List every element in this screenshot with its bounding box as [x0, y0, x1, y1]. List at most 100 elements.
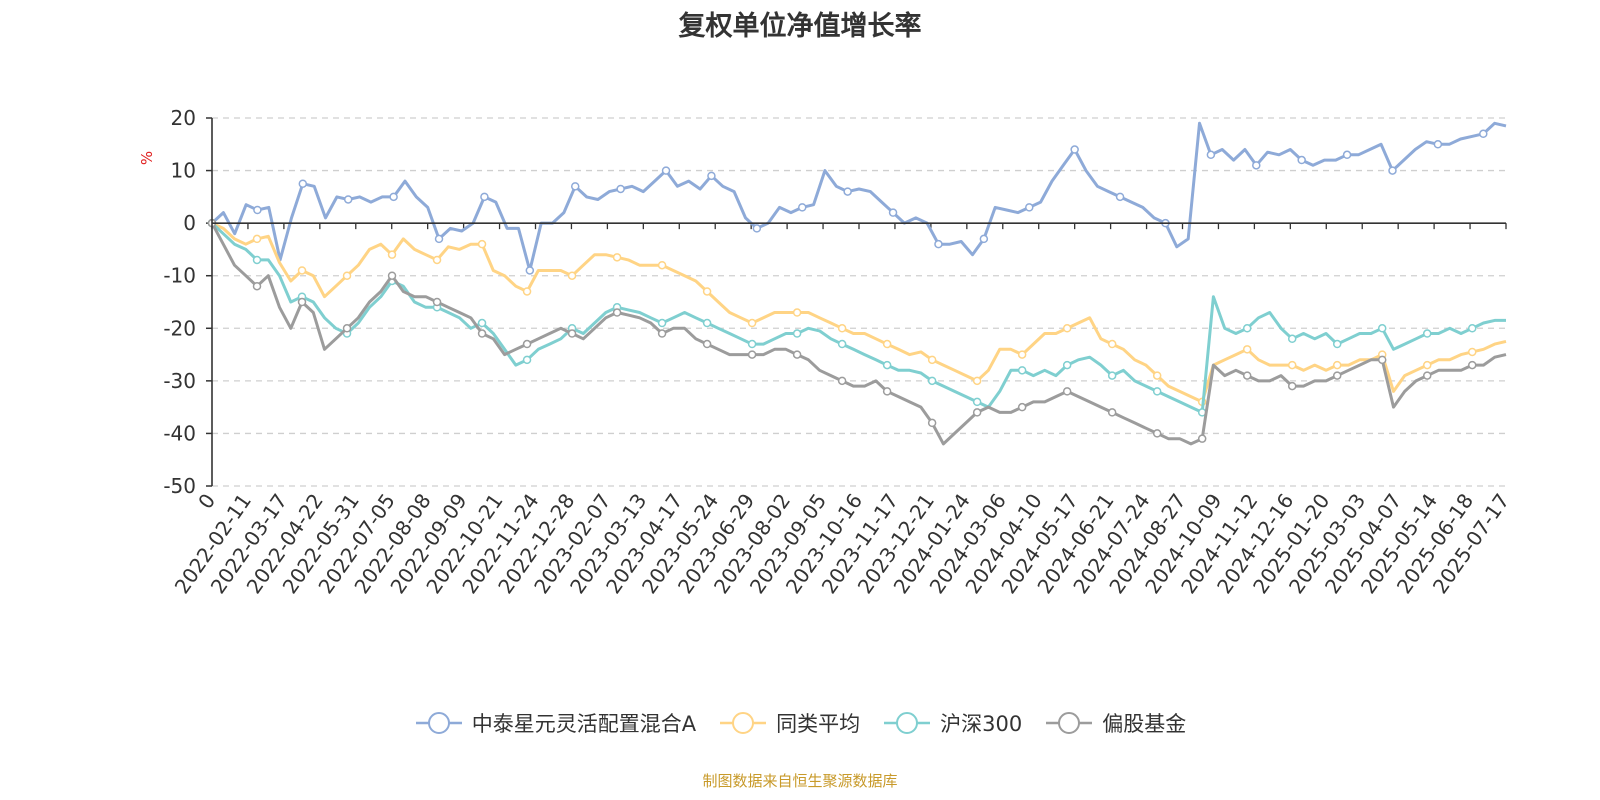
y-tick-label: 0: [183, 211, 196, 235]
legend-marker-icon: [720, 712, 767, 734]
data-point: [972, 408, 982, 417]
data-point: [792, 308, 802, 317]
chart-title: 复权单位净值增长率: [678, 11, 922, 42]
data-point: [567, 329, 577, 338]
data-point: [522, 355, 532, 365]
data-point: [434, 234, 444, 244]
x-tick-label: 0: [193, 489, 220, 513]
data-point: [792, 350, 802, 359]
legend-label: 偏股基金: [1102, 712, 1187, 736]
data-point: [1342, 150, 1352, 160]
data-point: [797, 203, 807, 212]
data-point: [1332, 371, 1342, 380]
data-point: [1062, 324, 1072, 333]
data-point: [1107, 339, 1117, 349]
data-point: [298, 179, 308, 188]
data-point: [1467, 324, 1477, 333]
data-point: [1152, 429, 1162, 438]
legend-label: 中泰星元灵活配置混合A: [471, 712, 697, 736]
data-point: [1242, 345, 1252, 354]
data-point: [1422, 360, 1432, 370]
legend-marker-icon: [884, 712, 931, 734]
series-lines: [207, 121, 1507, 446]
data-point: [747, 350, 757, 359]
data-point: [1062, 387, 1072, 396]
data-point: [1107, 408, 1117, 417]
data-source-note: 制图数据来自恒生聚源数据库: [702, 772, 898, 790]
series-line-0: [210, 121, 1507, 272]
data-point: [927, 355, 937, 365]
data-point: [747, 318, 757, 328]
data-point: [1422, 329, 1432, 338]
y-tick-label: -30: [163, 369, 196, 393]
data-point: [1017, 350, 1027, 359]
axes: [211, 118, 1506, 486]
data-point: [837, 324, 847, 333]
data-point: [387, 271, 397, 280]
line-chart: 20 10 0 -10 -20 -30 -40 -50 02022-02-112022-03-…: [138, 106, 1514, 598]
data-point: [1115, 192, 1125, 202]
data-point: [477, 329, 487, 338]
data-point: [616, 184, 625, 194]
data-point: [1152, 387, 1162, 396]
data-point: [752, 224, 762, 233]
data-point: [477, 239, 487, 249]
series-line-1: [211, 221, 1507, 404]
data-point: [432, 297, 442, 307]
y-tick-label: 20: [171, 106, 196, 130]
data-point: [979, 234, 989, 244]
data-point: [837, 339, 847, 349]
data-point: [657, 329, 667, 338]
data-point: [843, 187, 852, 196]
data-point: [1332, 339, 1342, 349]
y-tick-label: -20: [163, 316, 196, 340]
data-point: [1388, 166, 1397, 175]
data-point: [1479, 129, 1488, 139]
data-point: [342, 324, 352, 333]
data-point: [342, 271, 352, 280]
legend-item-0[interactable]: 中泰星元灵活配置混合A: [414, 708, 696, 738]
y-tick-label: 10: [171, 159, 196, 183]
data-point: [522, 339, 532, 349]
y-tick-label: -40: [163, 421, 196, 445]
y-axis-ticks: 20 10 0 -10 -20 -30 -40 -50: [163, 106, 212, 498]
data-point: [927, 376, 937, 386]
data-point: [707, 171, 716, 181]
data-point: [480, 192, 489, 202]
y-tick-label: -10: [163, 264, 196, 288]
data-point: [888, 208, 898, 217]
legend-label: 沪深300: [940, 712, 1023, 736]
data-point: [522, 287, 532, 296]
data-point: [972, 376, 982, 386]
data-point: [297, 266, 307, 275]
x-axis-ticks: 02022-02-112022-03-172022-04-222022-05-3…: [170, 223, 1514, 598]
legend-item-1[interactable]: 同类平均: [718, 708, 860, 738]
data-point: [702, 339, 712, 349]
data-point: [387, 250, 397, 259]
data-point: [389, 192, 398, 202]
data-point: [747, 339, 757, 349]
legend-item-3[interactable]: 偏股基金: [1044, 708, 1186, 738]
data-point: [1422, 371, 1432, 380]
legend-marker-icon: [1046, 712, 1093, 734]
data-point: [1070, 145, 1079, 154]
y-axis-label: %: [138, 151, 156, 165]
data-point: [1017, 402, 1027, 412]
data-point: [1287, 334, 1297, 344]
data-point: [570, 182, 580, 191]
data-point: [297, 297, 307, 307]
data-point: [477, 318, 487, 328]
data-point: [1467, 360, 1477, 370]
data-point: [882, 339, 892, 349]
data-point: [1152, 371, 1162, 380]
data-point: [1206, 150, 1216, 160]
data-point: [253, 205, 262, 215]
data-point: [702, 287, 712, 296]
legend: 中泰星元灵活配置混合A 同类平均 沪深300 偏股基金: [0, 708, 1600, 738]
data-point: [1297, 155, 1306, 165]
legend-item-2[interactable]: 沪深300: [882, 708, 1022, 738]
data-point: [1242, 324, 1252, 333]
data-point: [657, 260, 667, 270]
data-point: [1287, 381, 1297, 391]
data-point: [927, 418, 937, 428]
